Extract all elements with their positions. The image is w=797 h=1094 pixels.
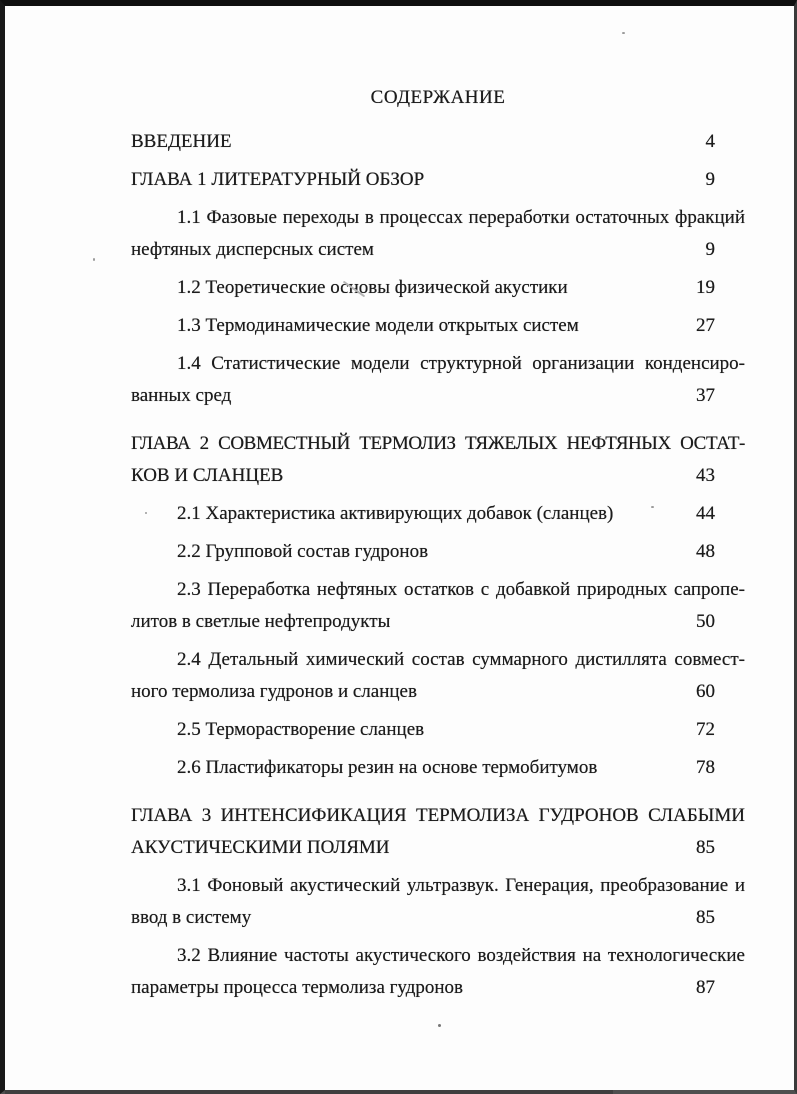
toc-entry-introduction: ВВЕДЕНИЕ 4 <box>131 126 745 158</box>
toc-entry-chapter-2: ГЛАВА 2 СОВМЕСТНЫЙ ТЕРМОЛИЗ ТЯЖЕЛЫХ НЕФТ… <box>131 428 745 492</box>
toc-entry-text: 3.1 Фоновый акустический ультразвук. Ген… <box>177 875 745 896</box>
toc-line: 2.6 Пластификаторы резин на основе термо… <box>131 752 745 784</box>
toc-entry-text: ного термолиза гудронов и сланцев <box>131 681 417 702</box>
page-number: 60 <box>696 681 715 702</box>
toc-entry-text: 2.5 Терморастворение сланцев <box>177 719 425 740</box>
page-number: 4 <box>705 131 716 152</box>
toc-line: 2.2 Групповой состав гудронов 48 <box>131 536 745 568</box>
page-number: 48 <box>696 541 715 562</box>
toc-line: ванных сред 37 <box>131 380 745 412</box>
toc-line: 3.1 Фоновый акустический ультразвук. Ген… <box>131 870 745 902</box>
toc-entry-text: ГЛАВА 2 СОВМЕСТНЫЙ ТЕРМОЛИЗ ТЯЖЕЛЫХ НЕФТ… <box>131 433 745 454</box>
toc-line: литов в светлые нефтепродукты 50 <box>131 606 745 638</box>
toc-entry-text: 1.3 Термодинамические модели открытых си… <box>177 315 579 336</box>
page-number: 50 <box>696 611 715 632</box>
toc-entry-3-1: 3.1 Фоновый акустический ультразвук. Ген… <box>131 870 745 934</box>
page-number: 85 <box>696 837 715 858</box>
toc-entry-text: ВВЕДЕНИЕ <box>131 131 232 152</box>
toc-entry-chapter-1: ГЛАВА 1 ЛИТЕРАТУРНЫЙ ОБЗОР 9 <box>131 164 745 196</box>
toc-entry-text: ванных сред <box>131 385 232 406</box>
toc-entry-text: ГЛАВА 3 ИНТЕНСИФИКАЦИЯ ТЕРМОЛИЗА ГУДРОНО… <box>131 805 745 826</box>
page-number: 37 <box>696 385 715 406</box>
toc-entry-text: 2.6 Пластификаторы резин на основе термо… <box>177 757 598 778</box>
page-number: 72 <box>696 719 715 740</box>
toc-line: 3.2 Влияние частоты акустического воздей… <box>131 940 745 972</box>
toc-line: 2.4 Детальный химический состав суммарно… <box>131 644 745 676</box>
toc-entry-2-1: 2.1 Характеристика активирующих добавок … <box>131 498 745 530</box>
toc-entry-2-5: 2.5 Терморастворение сланцев 72 <box>131 714 745 746</box>
toc-entry-text: 2.1 Характеристика активирующих добавок … <box>177 503 614 524</box>
toc-line: ВВЕДЕНИЕ 4 <box>131 126 745 158</box>
toc-line: нефтяных дисперсных систем 9 <box>131 234 745 266</box>
scan-speck <box>651 506 654 508</box>
toc-line: 1.4 Статистические модели структурной ор… <box>131 348 745 380</box>
page-title: СОДЕРЖАНИЕ <box>370 87 506 108</box>
toc-entry-text: 1.4 Статистические модели структурной ор… <box>177 353 745 374</box>
toc-entry-2-3: 2.3 Переработка нефтяных остатков с доба… <box>131 574 745 638</box>
scan-speck <box>145 512 147 514</box>
toc-entry-text: параметры процесса термолиза гудронов <box>131 977 464 998</box>
toc-line: 2.5 Терморастворение сланцев 72 <box>131 714 745 746</box>
toc-entry-1-1: 1.1 Фазовые переходы в процессах перераб… <box>131 202 745 266</box>
scan-speck <box>438 1024 441 1027</box>
toc-entry-text: 1.1 Фазовые переходы в процессах перераб… <box>177 207 745 228</box>
toc-line: АКУСТИЧЕСКИМИ ПОЛЯМИ 85 <box>131 832 745 864</box>
toc-entry-text: 1.2 Теоретические основы физической акус… <box>177 277 568 298</box>
table-of-contents: СОДЕРЖАНИЕ ВВЕДЕНИЕ 4 ГЛАВА 1 ЛИТЕРАТУРН… <box>5 6 794 1004</box>
toc-entry-text: КОВ И СЛАНЦЕВ <box>131 465 284 486</box>
toc-line: ввод в систему 85 <box>131 902 745 934</box>
toc-line: ГЛАВА 2 СОВМЕСТНЫЙ ТЕРМОЛИЗ ТЯЖЕЛЫХ НЕФТ… <box>131 428 745 460</box>
toc-line: ГЛАВА 3 ИНТЕНСИФИКАЦИЯ ТЕРМОЛИЗА ГУДРОНО… <box>131 800 745 832</box>
page-number: 87 <box>696 977 715 998</box>
toc-entry-2-4: 2.4 Детальный химический состав суммарно… <box>131 644 745 708</box>
page-number: 43 <box>696 465 715 486</box>
toc-line: КОВ И СЛАНЦЕВ 43 <box>131 460 745 492</box>
toc-entry-1-4: 1.4 Статистические модели структурной ор… <box>131 348 745 412</box>
toc-line: 2.3 Переработка нефтяных остатков с доба… <box>131 574 745 606</box>
page-number: 85 <box>696 907 715 928</box>
toc-entry-2-6: 2.6 Пластификаторы резин на основе термо… <box>131 752 745 784</box>
toc-entry-text: 2.4 Детальный химический состав суммарно… <box>177 649 745 670</box>
toc-line: 1.2 Теоретические основы физической акус… <box>131 272 745 304</box>
toc-line: параметры процесса термолиза гудронов 87 <box>131 972 745 1004</box>
toc-entry-text: 2.3 Переработка нефтяных остатков с доба… <box>177 579 745 600</box>
scan-speck <box>622 32 625 34</box>
page-number: 9 <box>705 169 716 190</box>
toc-entry-text: нефтяных дисперсных систем <box>131 239 374 260</box>
toc-line: ного термолиза гудронов и сланцев 60 <box>131 676 745 708</box>
page-number: 19 <box>696 277 715 298</box>
toc-line: 2.1 Характеристика активирующих добавок … <box>131 498 745 530</box>
toc-entry-text: литов в светлые нефтепродукты <box>131 611 391 632</box>
toc-line: ГЛАВА 1 ЛИТЕРАТУРНЫЙ ОБЗОР 9 <box>131 164 745 196</box>
toc-entry-1-2: 1.2 Теоретические основы физической акус… <box>131 272 745 304</box>
toc-line: 1.1 Фазовые переходы в процессах перераб… <box>131 202 745 234</box>
toc-entry-1-3: 1.3 Термодинамические модели открытых си… <box>131 310 745 342</box>
toc-entry-text: 3.2 Влияние частоты акустического воздей… <box>177 945 745 966</box>
toc-entry-2-2: 2.2 Групповой состав гудронов 48 <box>131 536 745 568</box>
scan-edge-shadow <box>5 1090 613 1094</box>
toc-entry-text: ГЛАВА 1 ЛИТЕРАТУРНЫЙ ОБЗОР <box>131 169 425 190</box>
page-number: 44 <box>696 503 715 524</box>
toc-entry-text: 2.2 Групповой состав гудронов <box>177 541 429 562</box>
page-number: 78 <box>696 757 715 778</box>
scan-speck <box>93 258 95 261</box>
toc-entry-chapter-3: ГЛАВА 3 ИНТЕНСИФИКАЦИЯ ТЕРМОЛИЗА ГУДРОНО… <box>131 800 745 864</box>
toc-entry-3-2: 3.2 Влияние частоты акустического воздей… <box>131 940 745 1004</box>
page-number: 27 <box>696 315 715 336</box>
toc-entry-text: АКУСТИЧЕСКИМИ ПОЛЯМИ <box>131 837 390 858</box>
toc-line: 1.3 Термодинамические модели открытых си… <box>131 310 745 342</box>
toc-entry-text: ввод в систему <box>131 907 252 928</box>
page-number: 9 <box>705 239 716 260</box>
